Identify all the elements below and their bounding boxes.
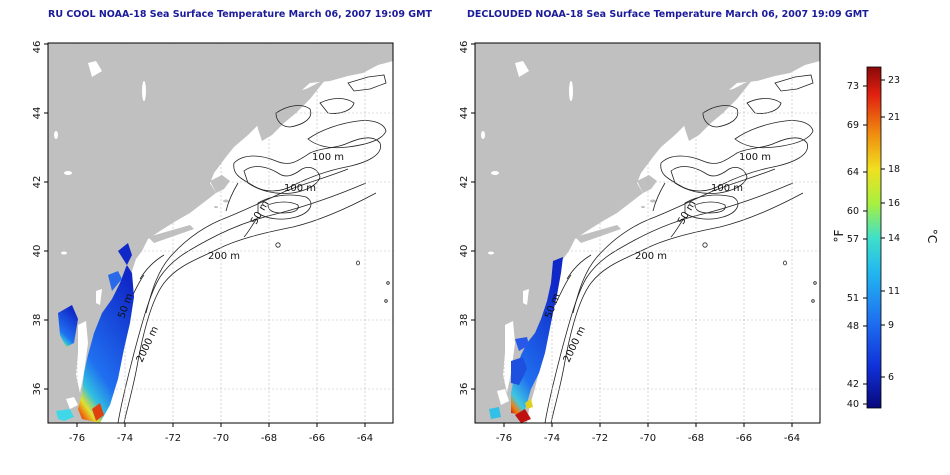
contour-label: 200 m [208,251,240,262]
left-map-title: RU COOL NOAA-18 Sea Surface Temperature … [48,9,433,20]
y-tick-label: 38 [459,314,470,327]
colorbar-c-unit: °C [925,229,939,243]
f-tick-label: 40 [847,399,859,410]
c-tick-label: 6 [888,372,894,383]
x-tick-label: -74 [544,433,560,444]
y-tick-label: 36 [32,383,43,396]
x-tick-label: -72 [165,433,181,444]
contour-label: 100 m [739,152,771,163]
c-tick-label: 16 [888,198,900,209]
contour-label: 200 m [635,251,667,262]
c-tick-label: 9 [888,320,894,331]
y-tick-label: 42 [32,176,43,189]
left-y-axis: 36 38 40 42 44 46 [32,41,48,396]
contour-label: 100 m [711,183,743,194]
x-tick-label: -72 [592,433,608,444]
colorbar-f-ticks: 73 69 64 60 57 51 48 42 40 [847,81,867,410]
c-tick-label: 11 [888,286,900,297]
right-y-axis: 36 38 40 42 44 46 [459,41,475,396]
colorbar-f-unit: °F [832,229,846,242]
x-tick-label: -64 [357,433,373,444]
left-map-panel: 100 m 100 m 50 m 200 m 50 m 2000 m -76 -… [32,41,394,444]
left-sst-field [78,243,134,423]
right-x-axis: -76 -74 -72 -70 -68 -66 -64 [496,423,800,444]
f-tick-label: 64 [847,167,859,178]
x-tick-label: -70 [213,433,229,444]
y-tick-label: 40 [459,245,470,258]
y-tick-label: 44 [459,107,470,120]
f-tick-label: 51 [847,293,859,304]
x-tick-label: -76 [69,433,85,444]
f-tick-label: 42 [847,379,859,390]
x-tick-label: -76 [496,433,512,444]
c-tick-label: 21 [888,112,900,123]
f-tick-label: 57 [847,234,859,245]
f-tick-label: 48 [847,321,859,332]
x-tick-label: -68 [261,433,277,444]
c-tick-label: 23 [888,75,900,86]
y-tick-label: 44 [32,107,43,120]
colorbar-gradient [866,66,882,409]
f-tick-label: 73 [847,81,859,92]
c-tick-label: 18 [888,164,900,175]
y-tick-label: 40 [32,245,43,258]
f-tick-label: 69 [847,120,859,131]
x-tick-label: -68 [688,433,704,444]
left-x-axis: -76 -74 -72 -70 -68 -66 -64 [69,423,373,444]
y-tick-label: 36 [459,383,470,396]
y-tick-label: 46 [32,41,43,54]
x-tick-label: -66 [309,433,325,444]
right-map-panel: 100 m 100 m 50 m 200 m 50 m 2000 m -76 -… [459,41,821,444]
x-tick-label: -66 [736,433,752,444]
right-map-title: DECLOUDED NOAA-18 Sea Surface Temperatur… [467,9,869,20]
x-tick-label: -64 [784,433,800,444]
contour-label: 100 m [312,152,344,163]
colorbar-c-ticks: 23 21 18 16 14 11 9 6 [881,75,900,383]
right-sst-field [511,257,563,415]
contour-label: 100 m [284,183,316,194]
x-tick-label: -70 [640,433,656,444]
c-tick-label: 14 [888,233,900,244]
f-tick-label: 60 [847,206,859,217]
x-tick-label: -74 [117,433,133,444]
y-tick-label: 46 [459,41,470,54]
y-tick-label: 42 [459,176,470,189]
y-tick-label: 38 [32,314,43,327]
colorbar: 73 69 64 60 57 51 48 42 40 23 21 18 16 1… [832,66,939,410]
